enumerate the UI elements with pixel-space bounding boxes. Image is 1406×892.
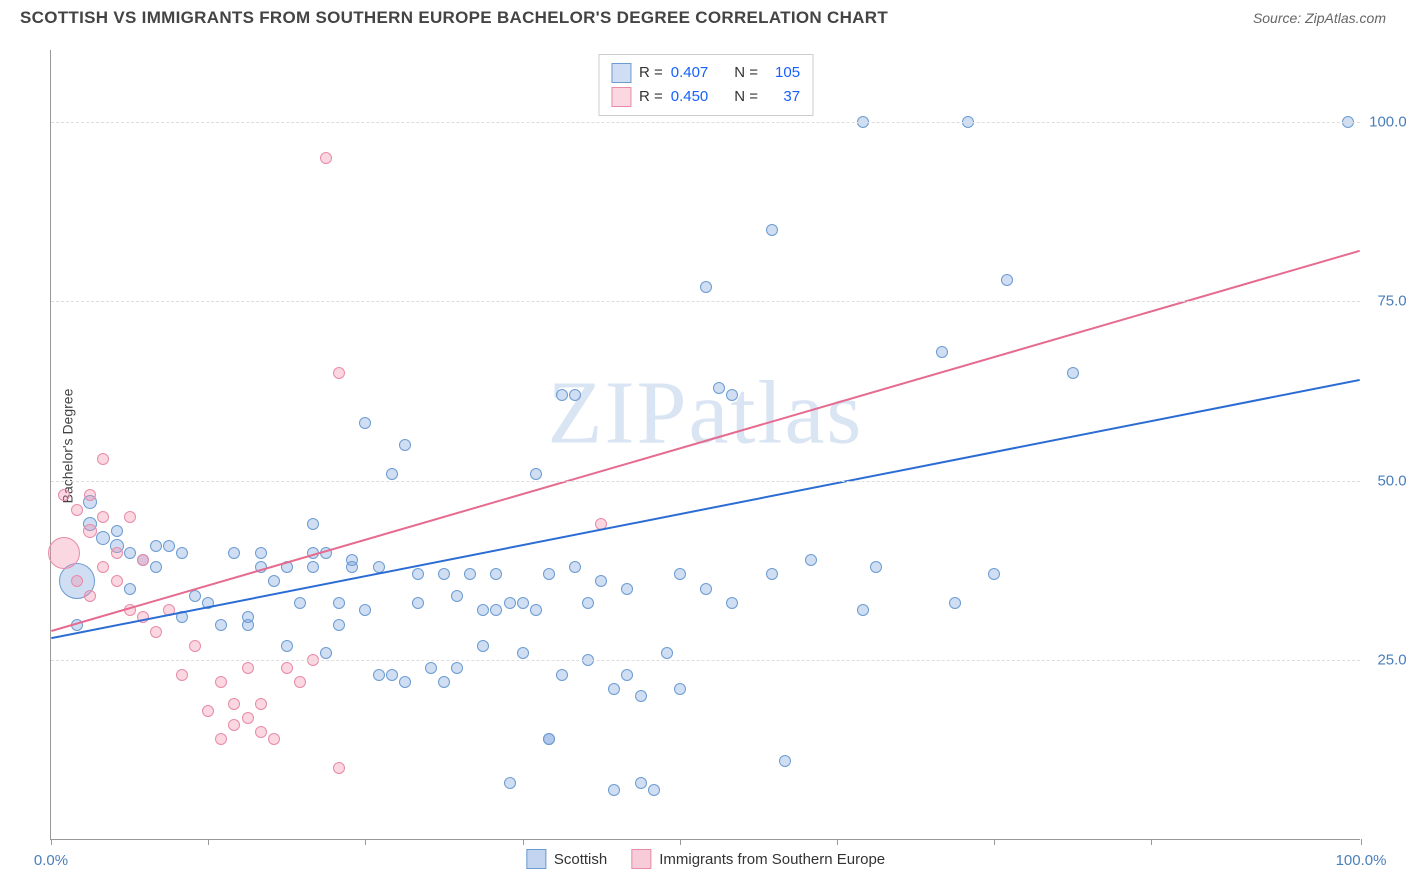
legend-label: Scottish — [554, 851, 607, 868]
legend-swatch — [611, 63, 631, 83]
regression-line — [51, 251, 1359, 631]
legend-n-value: 37 — [766, 85, 800, 109]
x-tick-label: 100.0% — [1336, 852, 1387, 869]
legend-swatch — [611, 87, 631, 107]
y-tick-label: 100.0% — [1369, 113, 1406, 130]
legend-row: R = 0.407 N = 105 — [611, 61, 800, 85]
x-tick — [994, 839, 995, 845]
legend-r-label: R = — [639, 61, 663, 85]
gridline — [51, 481, 1360, 482]
legend-r-value: 0.407 — [671, 61, 709, 85]
y-tick-label: 75.0% — [1377, 293, 1406, 310]
chart-plot-area: ZIPatlas R =0.407N =105R =0.450N =37 Sco… — [50, 50, 1360, 840]
legend-n-label: N = — [734, 61, 758, 85]
legend-row: R = 0.450 N = 37 — [611, 85, 800, 109]
legend-label: Immigrants from Southern Europe — [659, 851, 885, 868]
x-tick — [365, 839, 366, 845]
x-tick — [680, 839, 681, 845]
gridline — [51, 660, 1360, 661]
x-tick-label: 0.0% — [34, 852, 68, 869]
x-tick — [51, 839, 52, 845]
legend-swatch — [526, 849, 546, 869]
x-tick — [208, 839, 209, 845]
y-tick-label: 25.0% — [1377, 652, 1406, 669]
legend-swatch — [631, 849, 651, 869]
x-tick — [1361, 839, 1362, 845]
x-tick — [837, 839, 838, 845]
x-tick — [523, 839, 524, 845]
regression-line — [51, 380, 1359, 638]
gridline — [51, 122, 1360, 123]
legend-item: Scottish — [526, 849, 607, 869]
legend-r-label: R = — [639, 85, 663, 109]
legend-n-value: 105 — [766, 61, 800, 85]
trend-lines — [51, 50, 1360, 839]
source-attribution: Source: ZipAtlas.com — [1253, 10, 1386, 26]
series-legend: Scottish Immigrants from Southern Europe — [526, 849, 885, 869]
correlation-legend: R = 0.407 N = 105 R = 0.450 N = 37 — [598, 54, 813, 116]
y-tick-label: 50.0% — [1377, 472, 1406, 489]
legend-item: Immigrants from Southern Europe — [631, 849, 885, 869]
chart-title: SCOTTISH VS IMMIGRANTS FROM SOUTHERN EUR… — [20, 8, 888, 28]
legend-n-label: N = — [734, 85, 758, 109]
legend-r-value: 0.450 — [671, 85, 709, 109]
gridline — [51, 301, 1360, 302]
x-tick — [1151, 839, 1152, 845]
